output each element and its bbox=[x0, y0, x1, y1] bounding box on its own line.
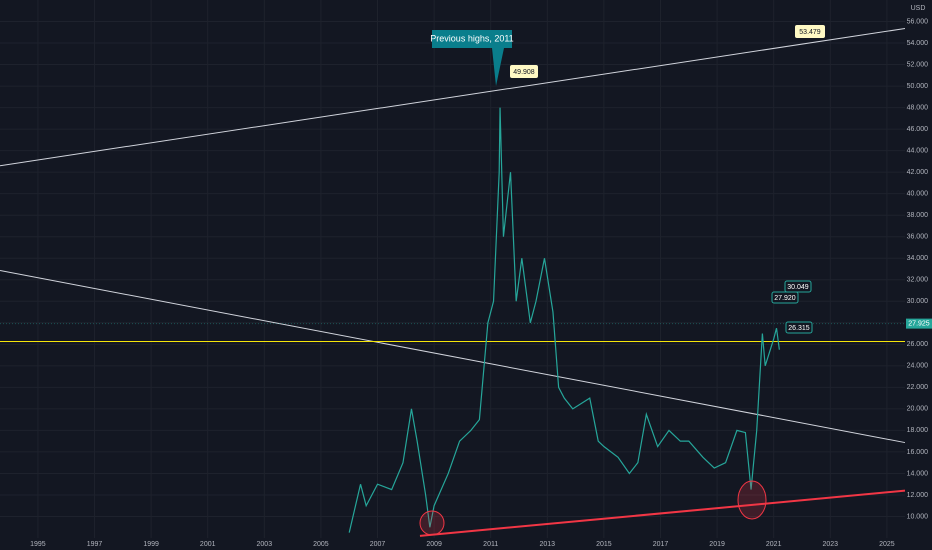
y-tick-label: 32.000 bbox=[907, 277, 929, 284]
y-axis-panel bbox=[905, 0, 932, 550]
y-tick-label: 54.000 bbox=[907, 40, 929, 47]
axes: 10.000 12.000 14.000 16.000 18.000 20.000 22.0… bbox=[30, 18, 932, 548]
callout-box bbox=[432, 30, 512, 86]
value-tag bbox=[510, 65, 538, 78]
x-tick-label: 1995 bbox=[30, 541, 46, 548]
last-price-label: 27.925 bbox=[908, 320, 930, 327]
value-tag-text: 26.315 bbox=[788, 325, 810, 332]
value-tag bbox=[784, 280, 812, 293]
trendline bbox=[0, 270, 906, 444]
x-tick-label: 2025 bbox=[879, 541, 895, 548]
value-tag-text: 49.908 bbox=[513, 69, 535, 76]
y-tick-label: 56.000 bbox=[907, 18, 929, 25]
y-tick-label: 26.000 bbox=[907, 341, 929, 348]
x-tick-label: 2023 bbox=[823, 541, 839, 548]
y-tick-label: 34.000 bbox=[907, 255, 929, 262]
x-tick-label: 1997 bbox=[87, 541, 103, 548]
price-line bbox=[348, 107, 780, 533]
x-tick-label: 2019 bbox=[709, 541, 725, 548]
y-tick-label: 52.000 bbox=[907, 61, 929, 68]
y-tick-label: 10.000 bbox=[907, 513, 929, 520]
x-tick-label: 2005 bbox=[313, 541, 329, 548]
y-tick-label: 42.000 bbox=[907, 169, 929, 176]
y-tick-label: 50.000 bbox=[907, 83, 929, 90]
value-tag bbox=[771, 291, 799, 304]
highlight-circle bbox=[737, 480, 767, 520]
x-tick-label: 2017 bbox=[653, 541, 669, 548]
x-tick-label: 2013 bbox=[540, 541, 556, 548]
value-tag-text: 27.920 bbox=[774, 295, 796, 302]
y-tick-label: 12.000 bbox=[907, 492, 929, 499]
grid bbox=[0, 0, 905, 538]
value-tag bbox=[785, 321, 813, 334]
unit-label: USD bbox=[911, 5, 926, 12]
y-tick-label: 24.000 bbox=[907, 363, 929, 370]
last-price-tag bbox=[906, 318, 932, 329]
y-tick-label: 18.000 bbox=[907, 427, 929, 434]
x-tick-label: 2003 bbox=[257, 541, 273, 548]
y-tick-label: 48.000 bbox=[907, 104, 929, 111]
y-tick-label: 44.000 bbox=[907, 147, 929, 154]
x-tick-label: 2011 bbox=[483, 541, 498, 548]
y-tick-label: 22.000 bbox=[907, 384, 929, 391]
y-tick-label: 14.000 bbox=[907, 470, 929, 477]
y-tick-label: 36.000 bbox=[907, 234, 929, 241]
y-tick-label: 46.000 bbox=[907, 126, 929, 133]
y-tick-label: 30.000 bbox=[907, 298, 929, 305]
x-tick-label: 2007 bbox=[370, 541, 386, 548]
value-tag bbox=[795, 25, 825, 38]
value-tag-text: 53.479 bbox=[799, 29, 821, 36]
x-tick-label: 2009 bbox=[426, 541, 442, 548]
x-tick-label: 1999 bbox=[143, 541, 159, 548]
value-tag-text: 30.049 bbox=[787, 284, 809, 291]
x-tick-label: 2021 bbox=[766, 541, 782, 548]
trendline bbox=[419, 489, 906, 537]
callout-text: Previous highs, 2011 bbox=[430, 33, 513, 43]
y-tick-label: 38.000 bbox=[907, 212, 929, 219]
trendline bbox=[0, 28, 906, 167]
x-tick-label: 2015 bbox=[596, 541, 612, 548]
y-tick-label: 40.000 bbox=[907, 191, 929, 198]
plot bbox=[0, 28, 906, 537]
x-tick-label: 2001 bbox=[200, 541, 216, 548]
highlight-circle bbox=[419, 510, 445, 536]
y-tick-label: 16.000 bbox=[907, 449, 929, 456]
y-tick-label: 20.000 bbox=[907, 406, 929, 413]
